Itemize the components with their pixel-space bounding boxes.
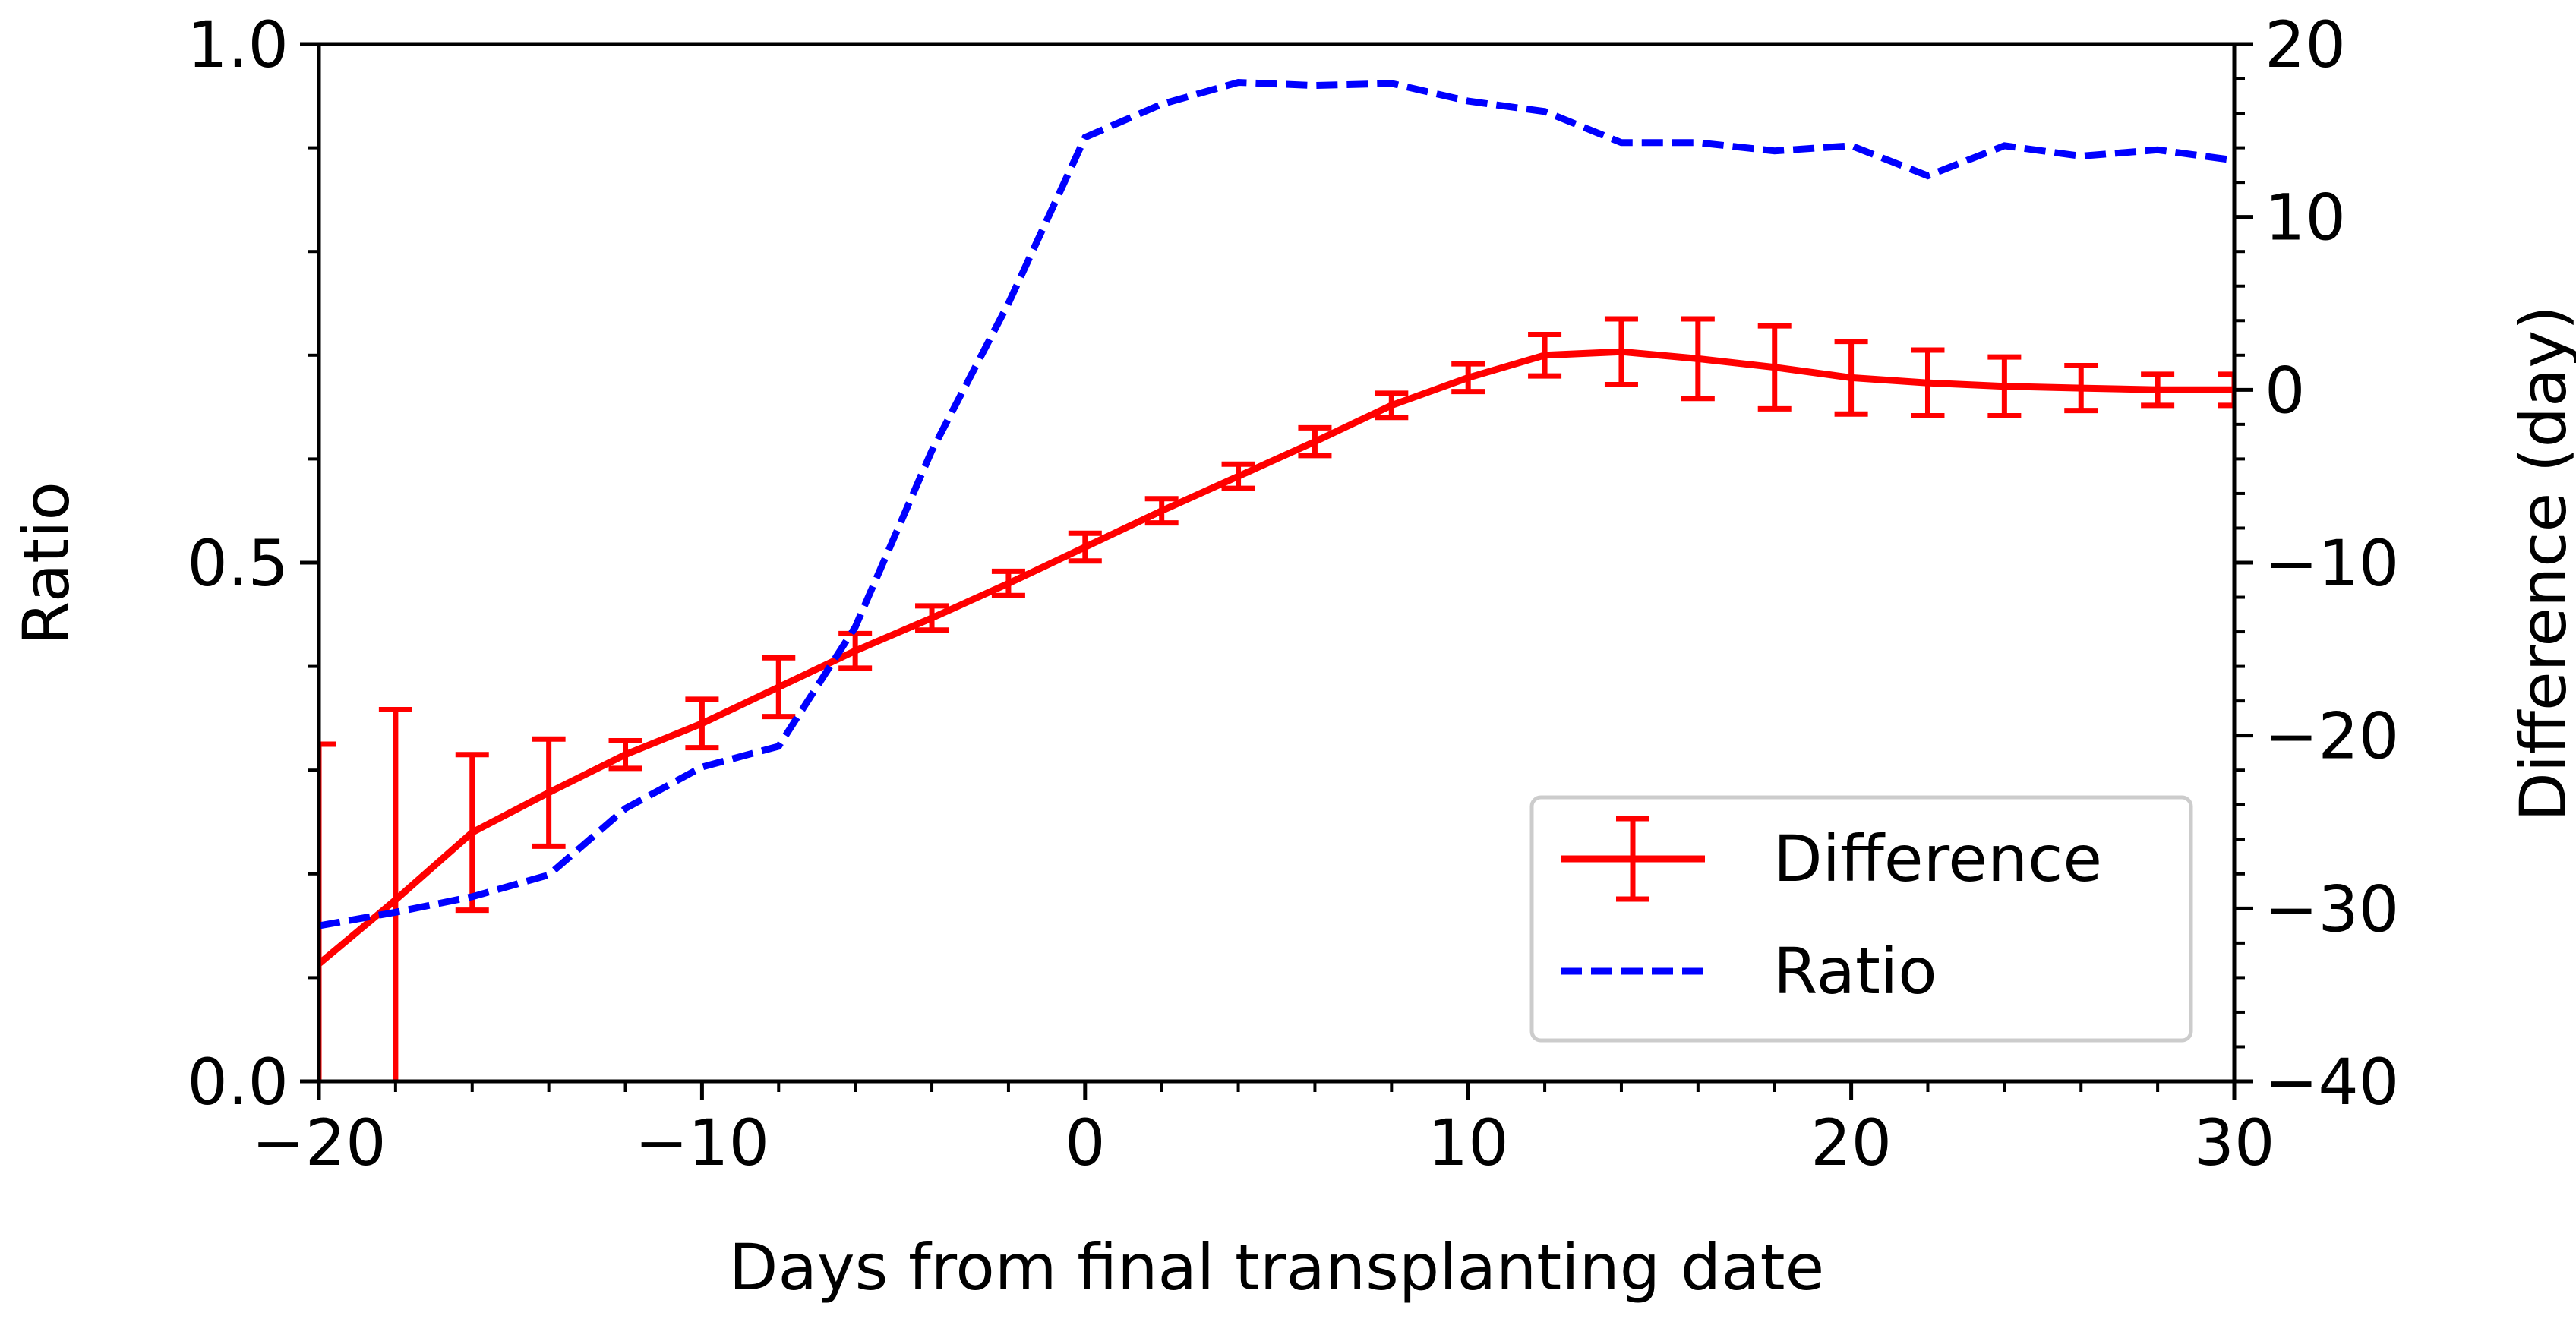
series-difference bbox=[319, 316, 2234, 1081]
right-y-tick-label: −20 bbox=[2265, 699, 2399, 774]
legend-item-difference: Difference bbox=[1561, 816, 2102, 902]
right-y-tick-label: 20 bbox=[2265, 8, 2346, 82]
x-tick-label: −20 bbox=[251, 1106, 386, 1180]
legend-label-ratio: Ratio bbox=[1773, 934, 1937, 1008]
right-y-tick-label: 10 bbox=[2265, 181, 2346, 255]
left-y-tick-label: 0.0 bbox=[187, 1045, 289, 1119]
right-y-tick-label: −40 bbox=[2265, 1045, 2399, 1119]
right-y-tick-label: −30 bbox=[2265, 872, 2399, 946]
legend: Difference Ratio bbox=[1530, 795, 2193, 1043]
axes-layer: −20 −10 0 10 20 30 0.0 0.5 1.0 −40 −30 −20 −10 0 10 20 bbox=[187, 8, 2399, 1180]
series-layer bbox=[319, 78, 2234, 1081]
left-y-tick-label: 1.0 bbox=[187, 8, 289, 82]
ratio-line bbox=[319, 78, 2234, 929]
x-tick-label: 30 bbox=[2194, 1106, 2275, 1180]
left-y-axis-label: Ratio bbox=[9, 481, 84, 645]
right-y-tick-label: −10 bbox=[2265, 526, 2399, 601]
series-clip-group bbox=[319, 78, 2234, 1081]
x-axis-label: Days from final transplanting date bbox=[729, 1230, 1824, 1305]
difference-line bbox=[319, 348, 2234, 967]
right-y-tick-label: 0 bbox=[2265, 353, 2305, 428]
x-tick-label: 10 bbox=[1428, 1106, 1509, 1180]
right-y-axis-label: Difference (day) bbox=[2506, 305, 2576, 822]
legend-label-difference: Difference bbox=[1773, 822, 2102, 896]
legend-item-ratio: Ratio bbox=[1561, 934, 1937, 1008]
x-tick-label: 0 bbox=[1065, 1106, 1105, 1180]
x-tick-label: 20 bbox=[1810, 1106, 1892, 1180]
series-ratio bbox=[319, 78, 2234, 929]
x-tick-label: −10 bbox=[635, 1106, 769, 1180]
left-y-tick-label: 0.5 bbox=[187, 526, 289, 601]
